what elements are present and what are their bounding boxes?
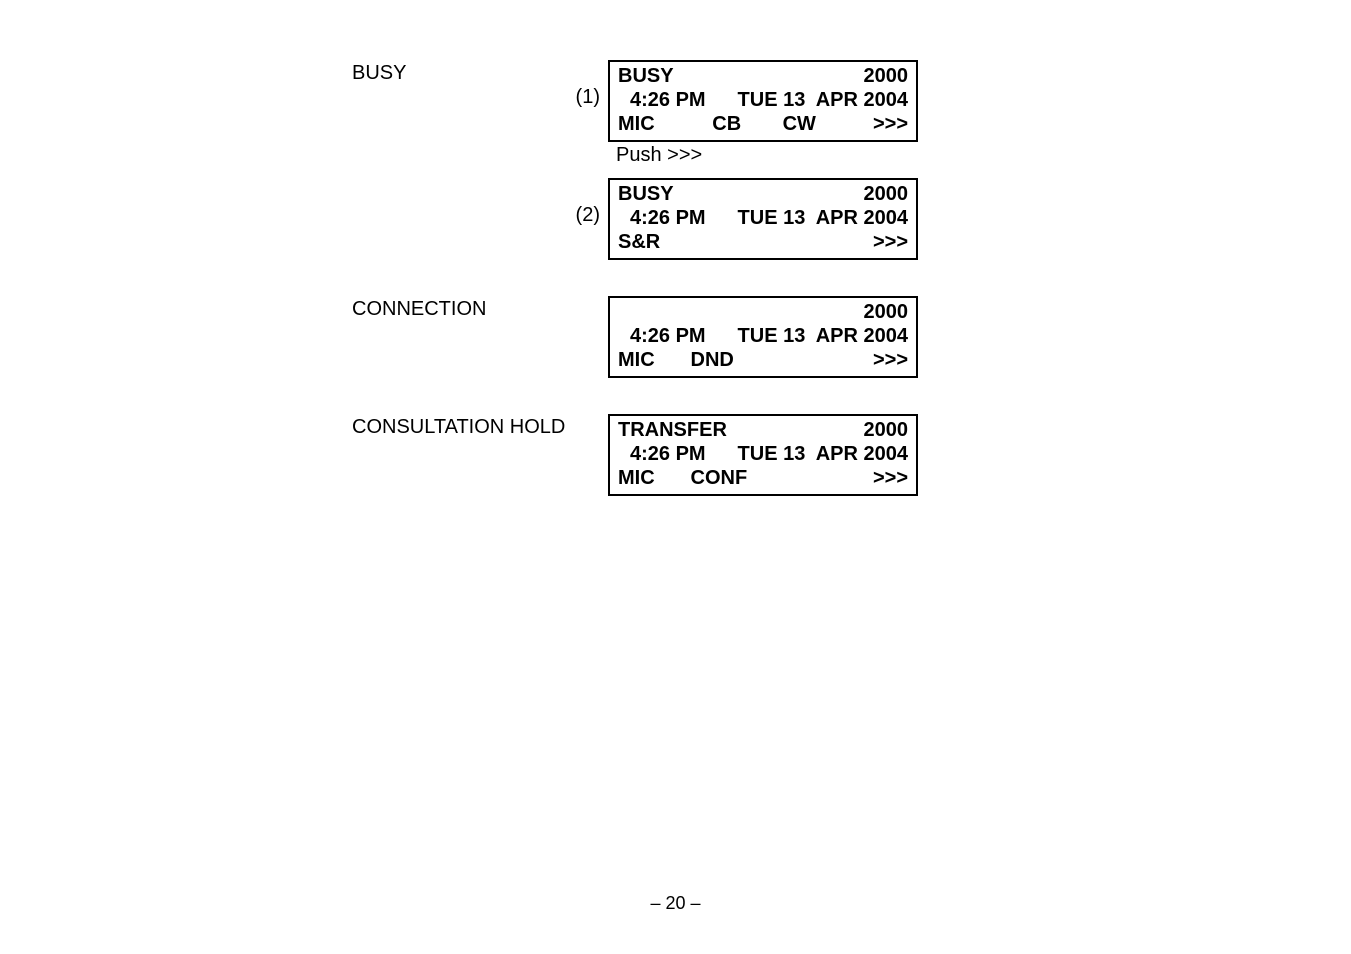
softkey-conf: CONF (691, 466, 764, 490)
lcd-title-right: 2000 (864, 64, 909, 88)
softkey-sr: S&R (618, 230, 660, 254)
lcd-busy-2: BUSY 2000 4:26 PM TUE 13 APR 2004 S&R >>… (608, 178, 918, 260)
lcd-connection: 2000 4:26 PM TUE 13 APR 2004 MIC DND >>> (608, 296, 918, 378)
section-label-connection: CONNECTION (352, 298, 486, 321)
lcd-softkey-row: MIC CB CW >>> (618, 112, 908, 136)
softkey-cb: CB (691, 112, 764, 136)
lcd-time: 4:26 PM (618, 88, 706, 112)
lcd-datetime-row: 4:26 PM TUE 13 APR 2004 (618, 88, 908, 112)
lcd-time: 4:26 PM (618, 206, 706, 230)
screen-index-1: (1) (560, 86, 600, 109)
softkey-more: >>> (873, 230, 908, 254)
lcd-title-left: BUSY (618, 64, 674, 88)
lcd-title-right: 2000 (864, 418, 909, 442)
section-label-consult: CONSULTATION HOLD (352, 416, 565, 439)
lcd-softkey-row: MIC CONF >>> (618, 466, 908, 490)
lcd-title-row: 2000 (618, 300, 908, 324)
lcd-date: TUE 13 APR 2004 (738, 206, 908, 230)
softkey-more: >>> (836, 112, 909, 136)
lcd-consult: TRANSFER 2000 4:26 PM TUE 13 APR 2004 MI… (608, 414, 918, 496)
lcd-busy-1: BUSY 2000 4:26 PM TUE 13 APR 2004 MIC CB… (608, 60, 918, 142)
lcd-title-left: BUSY (618, 182, 674, 206)
softkey-empty (763, 466, 836, 490)
lcd-date: TUE 13 APR 2004 (738, 88, 908, 112)
lcd-title-left: TRANSFER (618, 418, 727, 442)
lcd-title-right: 2000 (864, 182, 909, 206)
screen-index-2: (2) (560, 204, 600, 227)
lcd-time: 4:26 PM (618, 442, 706, 466)
softkey-more: >>> (836, 348, 909, 372)
lcd-softkey-row: MIC DND >>> (618, 348, 908, 372)
softkey-mic: MIC (618, 466, 691, 490)
lcd-time: 4:26 PM (618, 324, 706, 348)
softkey-mic: MIC (618, 112, 691, 136)
lcd-datetime-row: 4:26 PM TUE 13 APR 2004 (618, 442, 908, 466)
softkey-cw: CW (763, 112, 836, 136)
softkey-mic: MIC (618, 348, 691, 372)
page: BUSY (1) BUSY 2000 4:26 PM TUE 13 APR 20… (0, 0, 1351, 954)
section-label-busy: BUSY (352, 62, 406, 85)
push-hint: Push >>> (616, 144, 702, 167)
softkey-more: >>> (836, 466, 909, 490)
softkey-empty (763, 348, 836, 372)
lcd-datetime-row: 4:26 PM TUE 13 APR 2004 (618, 206, 908, 230)
lcd-date: TUE 13 APR 2004 (738, 442, 908, 466)
page-number: – 20 – (0, 893, 1351, 914)
lcd-title-row: BUSY 2000 (618, 182, 908, 206)
lcd-title-row: TRANSFER 2000 (618, 418, 908, 442)
lcd-title-row: BUSY 2000 (618, 64, 908, 88)
lcd-datetime-row: 4:26 PM TUE 13 APR 2004 (618, 324, 908, 348)
lcd-softkey-row: S&R >>> (618, 230, 908, 254)
softkey-dnd: DND (691, 348, 764, 372)
lcd-date: TUE 13 APR 2004 (738, 324, 908, 348)
lcd-title-right: 2000 (864, 300, 909, 324)
